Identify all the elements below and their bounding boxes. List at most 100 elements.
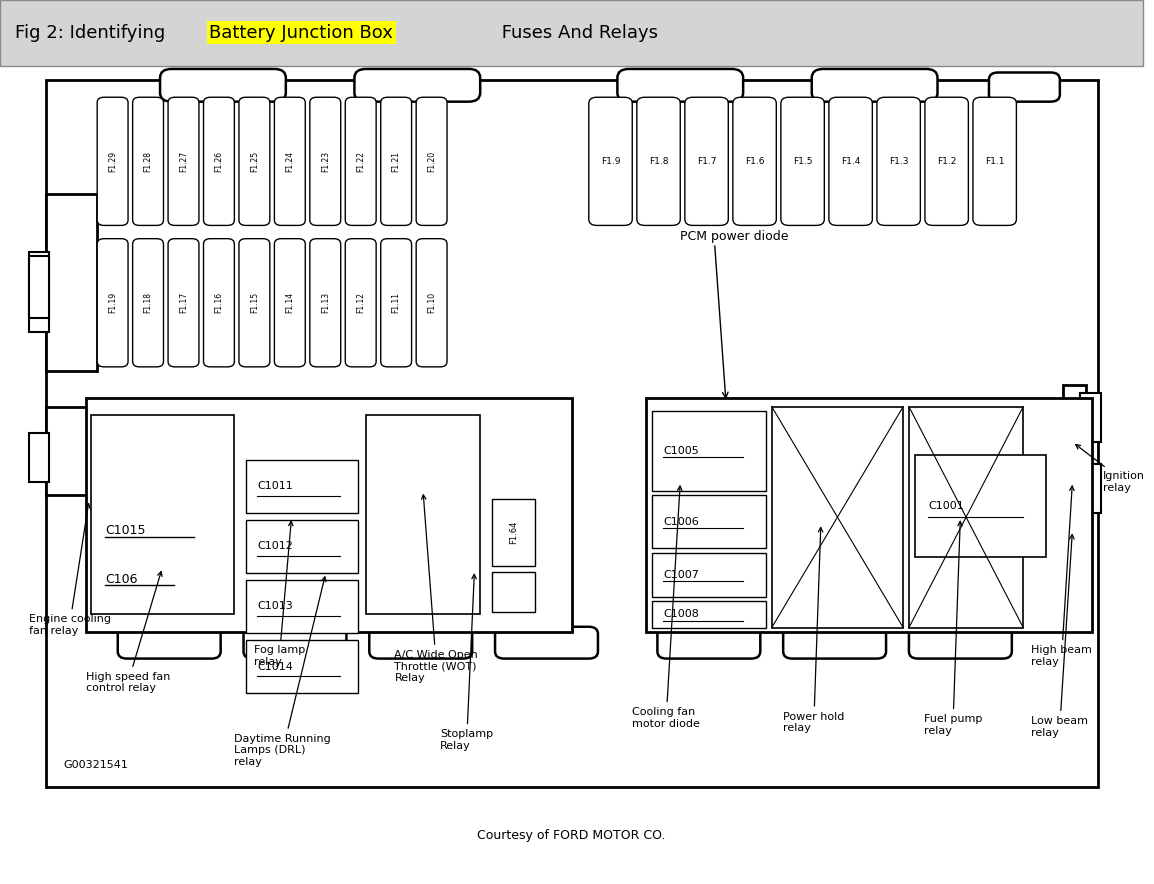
Bar: [915, 455, 1047, 557]
FancyBboxPatch shape: [637, 97, 680, 225]
Text: F1.7: F1.7: [697, 156, 717, 166]
Text: F1.1: F1.1: [984, 156, 1004, 166]
Text: F1.21: F1.21: [391, 151, 400, 171]
Bar: [85, 398, 571, 632]
Text: C1011: C1011: [257, 481, 293, 492]
FancyBboxPatch shape: [345, 97, 376, 225]
Bar: [246, 520, 358, 573]
Text: Engine cooling
fan relay: Engine cooling fan relay: [29, 504, 111, 636]
Bar: [492, 572, 535, 612]
Text: F1.19: F1.19: [108, 293, 117, 313]
FancyBboxPatch shape: [926, 97, 968, 225]
Text: F1.11: F1.11: [391, 293, 400, 313]
Text: C1007: C1007: [664, 569, 699, 580]
FancyBboxPatch shape: [275, 97, 306, 225]
Bar: [29, 252, 50, 332]
FancyBboxPatch shape: [829, 97, 872, 225]
Text: Daytime Running
Lamps (DRL)
relay: Daytime Running Lamps (DRL) relay: [234, 577, 331, 767]
FancyBboxPatch shape: [989, 72, 1059, 102]
Text: Ignition
relay: Ignition relay: [1076, 445, 1145, 492]
Text: F1.24: F1.24: [285, 151, 294, 171]
FancyBboxPatch shape: [97, 97, 128, 225]
Text: F1.2: F1.2: [937, 156, 957, 166]
FancyBboxPatch shape: [811, 69, 937, 102]
FancyBboxPatch shape: [239, 97, 270, 225]
Bar: [246, 580, 358, 633]
Bar: [652, 495, 766, 548]
Text: F1.27: F1.27: [179, 151, 188, 171]
Text: F1.15: F1.15: [250, 293, 258, 313]
Text: Fog lamp
relay: Fog lamp relay: [254, 522, 305, 667]
Text: F1.29: F1.29: [108, 151, 117, 171]
Text: Cooling fan
motor diode: Cooling fan motor diode: [632, 486, 700, 728]
Text: F1.8: F1.8: [649, 156, 668, 166]
FancyBboxPatch shape: [133, 97, 164, 225]
Bar: [772, 407, 904, 628]
FancyBboxPatch shape: [345, 239, 376, 367]
FancyBboxPatch shape: [168, 97, 198, 225]
Text: PCM power diode: PCM power diode: [680, 230, 789, 243]
FancyBboxPatch shape: [168, 239, 198, 367]
FancyBboxPatch shape: [617, 69, 743, 102]
Text: F1.16: F1.16: [215, 293, 224, 313]
Text: F1.9: F1.9: [601, 156, 620, 166]
Text: Power hold
relay: Power hold relay: [784, 528, 845, 733]
Text: F1.28: F1.28: [143, 151, 152, 171]
FancyBboxPatch shape: [909, 627, 1012, 659]
Bar: [1080, 393, 1101, 442]
FancyBboxPatch shape: [658, 627, 760, 659]
Bar: [909, 407, 1024, 628]
Bar: [492, 499, 535, 566]
Text: F1.17: F1.17: [179, 293, 188, 313]
Bar: [246, 460, 358, 513]
Text: Stoplamp
Relay: Stoplamp Relay: [440, 575, 493, 751]
Text: F1.64: F1.64: [509, 521, 518, 544]
Text: C1014: C1014: [257, 661, 293, 672]
Bar: [29, 256, 50, 318]
Text: F1.12: F1.12: [357, 293, 365, 313]
FancyBboxPatch shape: [243, 627, 346, 659]
Text: F1.6: F1.6: [744, 156, 764, 166]
Bar: [46, 407, 97, 495]
Text: C1008: C1008: [664, 609, 699, 620]
Bar: [652, 552, 766, 597]
FancyBboxPatch shape: [309, 239, 340, 367]
Text: F1.3: F1.3: [889, 156, 908, 166]
Text: C1015: C1015: [105, 524, 145, 537]
FancyBboxPatch shape: [417, 97, 447, 225]
FancyBboxPatch shape: [354, 69, 480, 102]
FancyBboxPatch shape: [784, 627, 886, 659]
Text: F1.23: F1.23: [321, 151, 330, 171]
FancyBboxPatch shape: [684, 97, 728, 225]
Text: F1.22: F1.22: [357, 151, 365, 171]
Text: G00321541: G00321541: [62, 759, 128, 770]
Text: F1.14: F1.14: [285, 293, 294, 313]
FancyBboxPatch shape: [203, 239, 234, 367]
Bar: [652, 601, 766, 628]
FancyBboxPatch shape: [369, 627, 472, 659]
Text: C1006: C1006: [664, 516, 699, 527]
FancyBboxPatch shape: [973, 97, 1017, 225]
Text: Fuses And Relays: Fuses And Relays: [496, 24, 658, 42]
FancyBboxPatch shape: [417, 239, 447, 367]
Text: C106: C106: [105, 573, 137, 585]
Text: Low beam
relay: Low beam relay: [1032, 535, 1088, 737]
FancyBboxPatch shape: [309, 97, 340, 225]
Bar: [646, 398, 1092, 632]
FancyBboxPatch shape: [589, 97, 632, 225]
Bar: [1063, 385, 1086, 517]
Text: F1.25: F1.25: [250, 151, 258, 171]
FancyBboxPatch shape: [203, 97, 234, 225]
FancyBboxPatch shape: [877, 97, 921, 225]
Bar: [0, 0, 1144, 66]
Text: High beam
relay: High beam relay: [1032, 486, 1092, 667]
Text: Fuel pump
relay: Fuel pump relay: [924, 522, 982, 735]
Text: A/C Wide Open
Throttle (WOT)
Relay: A/C Wide Open Throttle (WOT) Relay: [395, 495, 478, 683]
FancyBboxPatch shape: [381, 97, 412, 225]
FancyBboxPatch shape: [275, 239, 306, 367]
Text: F1.4: F1.4: [841, 156, 860, 166]
Text: F1.18: F1.18: [143, 293, 152, 313]
FancyBboxPatch shape: [160, 69, 286, 102]
Bar: [29, 433, 50, 482]
Text: F1.10: F1.10: [427, 293, 436, 313]
